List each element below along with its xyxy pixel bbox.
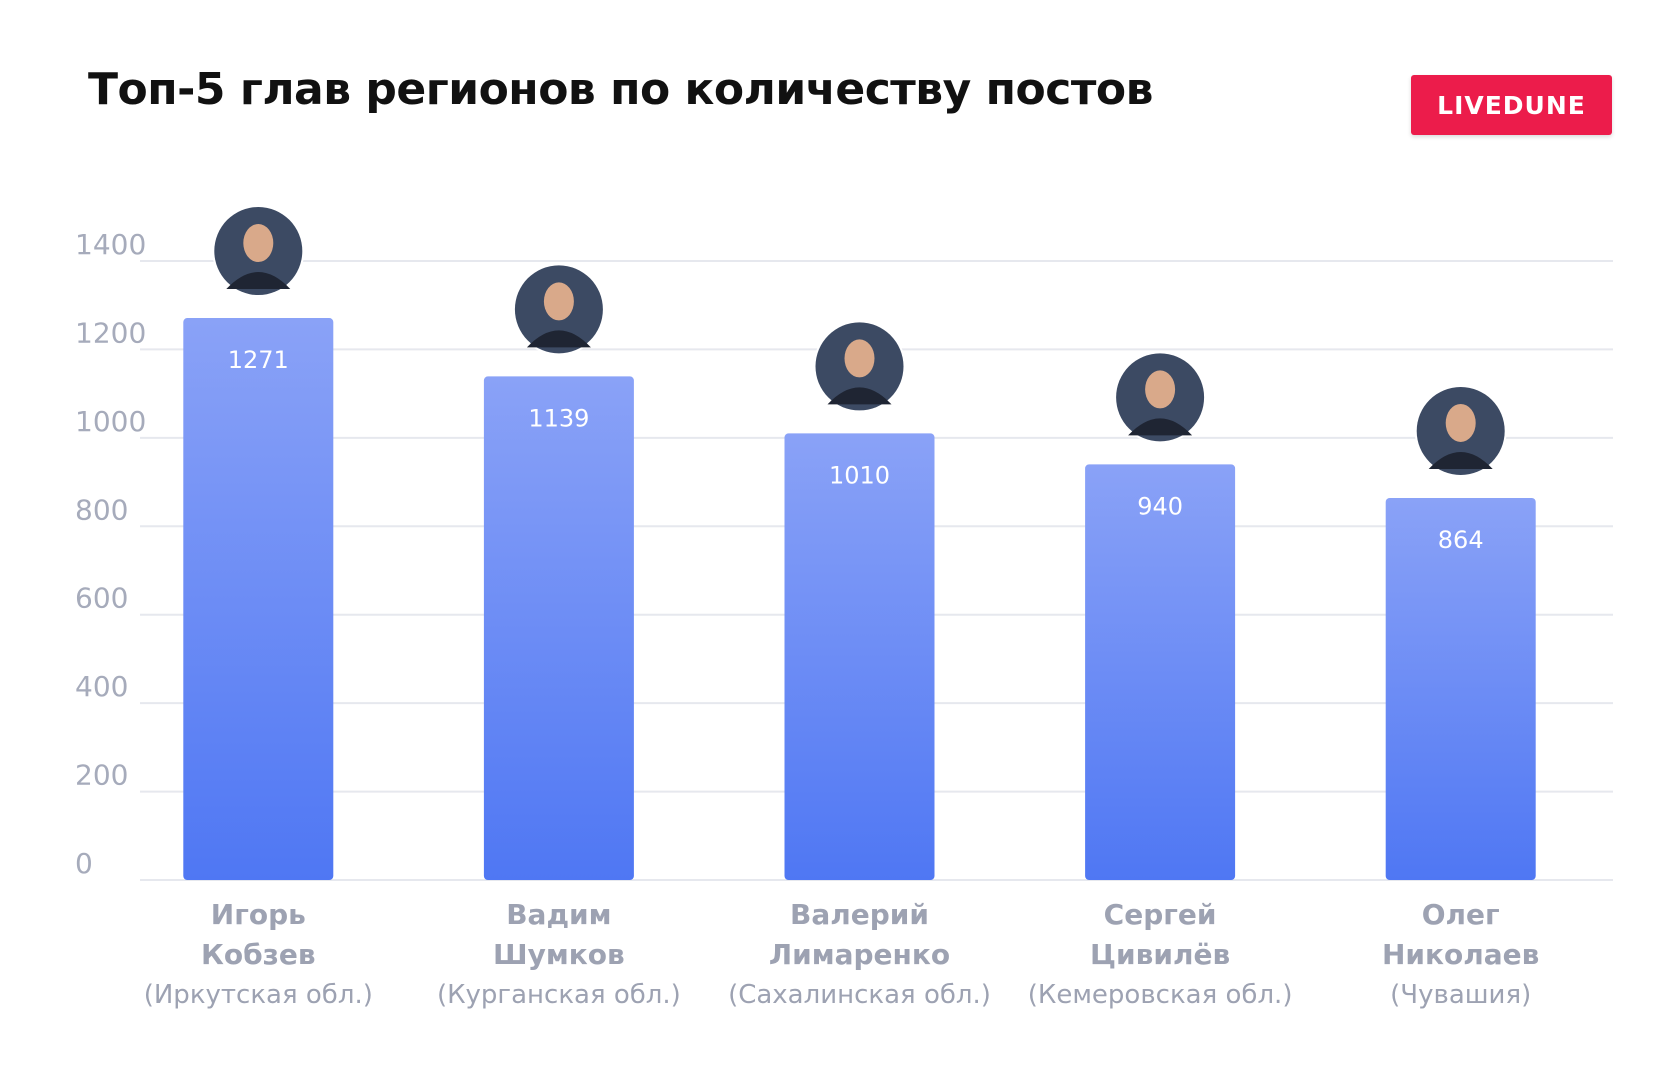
avatar-body [1428,451,1493,469]
x-tick-label: Игорь Кобзев [200,898,316,971]
y-tick-label: 600 [75,582,128,615]
value-label: 1010 [829,461,890,489]
x-tick-sublabel: (Чувашия) [1390,980,1532,1010]
bar [183,318,334,880]
avatar-face [1145,370,1176,409]
y-tick-label: 400 [75,670,128,703]
x-tick-sublabel: (Кемеровская обл.) [1027,980,1293,1010]
y-tick-label: 800 [75,493,128,526]
x-tick-label: Валерий Лимаренко [768,898,951,971]
avatar-body [1128,418,1193,436]
bar [483,376,634,880]
x-tick-group: Валерий Лимаренко (Сахалинская обл.) [710,895,1010,1015]
x-tick-group: Вадим Шумков (Курганская обл.) [409,895,709,1015]
bar [784,433,935,880]
avatar-face [543,282,574,321]
x-tick-group: Олег Николаев (Чувашия) [1311,895,1611,1015]
value-label: 1139 [528,404,589,432]
x-tick-sublabel: (Курганская обл.) [436,980,681,1010]
y-tick-label: 0 [75,847,93,880]
value-label: 864 [1438,526,1484,554]
bar [1385,497,1536,880]
x-tick-sublabel: (Сахалинская обл.) [728,980,991,1010]
x-tick-label: Вадим Шумков [493,898,625,971]
bar [1085,464,1236,880]
y-tick-label: 1400 [75,228,146,261]
x-tick-group: Игорь Кобзев (Иркутская обл.) [108,895,408,1015]
chart-title: Топ-5 глав регионов по количеству постов [88,64,1153,115]
y-tick-label: 200 [75,759,128,792]
y-tick-label: 1000 [75,405,146,438]
brand-logo: LIVEDUNE [1411,75,1612,135]
value-label: 940 [1137,492,1183,520]
avatar-face [844,339,875,378]
avatar-body [827,387,892,405]
value-label: 1271 [228,346,289,374]
x-tick-label: Олег Николаев [1381,898,1540,971]
avatar-body [226,272,291,290]
avatar-face [243,224,274,263]
x-tick-group: Сергей Цивилёв (Кемеровская обл.) [1010,895,1310,1015]
avatar-face [1445,403,1476,442]
y-tick-label: 1200 [75,316,146,349]
x-tick-sublabel: (Иркутская обл.) [143,980,373,1010]
x-tick-label: Сергей Цивилёв [1090,898,1231,971]
avatar-body [526,330,591,348]
